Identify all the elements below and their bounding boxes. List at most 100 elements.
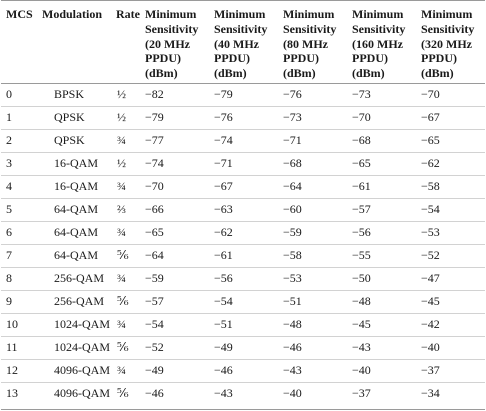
cell-sensitivity-80: −46 <box>279 336 348 360</box>
cell-sensitivity-160: −48 <box>348 290 417 314</box>
sensitivity-table: MCS Modulation Rate Minimum Sensitivity … <box>1 1 485 405</box>
cell-sensitivity-160: −57 <box>348 198 417 222</box>
cell-rate: ¾ <box>112 313 141 337</box>
cell-sensitivity-20: −64 <box>141 244 210 268</box>
header-line: (80 MHz <box>283 36 328 51</box>
cell-rate: ¾ <box>112 129 141 153</box>
cell-sensitivity-160: −50 <box>348 267 417 291</box>
cell-sensitivity-320: −47 <box>417 267 485 291</box>
cell-rate: ¾ <box>112 359 141 383</box>
cell-mcs: 6 <box>1 221 38 245</box>
cell-rate: ⅚ <box>117 386 129 401</box>
table-header: MCS Modulation Rate Minimum Sensitivity … <box>1 1 485 84</box>
cell-sensitivity-20: −52 <box>141 336 210 360</box>
cell-sensitivity-20: −49 <box>141 359 210 383</box>
header-line: (160 MHz <box>352 36 403 51</box>
cell-sensitivity-40: −79 <box>210 83 279 107</box>
cell-sensitivity-320: −65 <box>417 129 485 153</box>
header-mcs: MCS <box>1 1 38 84</box>
cell-sensitivity-20: −65 <box>141 221 210 245</box>
header-line: (40 MHz <box>214 36 259 51</box>
table-row: 13 4096-QAM ⅚ −46 −43 −40 −37 −34 <box>1 382 485 405</box>
cell-sensitivity-20: −79 <box>141 106 210 130</box>
cell-sensitivity-20: −77 <box>141 129 210 153</box>
cell-sensitivity-160: −55 <box>348 244 417 268</box>
cell-sensitivity-160: −43 <box>348 336 417 360</box>
cell-sensitivity-20: −82 <box>141 83 210 107</box>
cell-sensitivity-320: −45 <box>417 290 485 314</box>
cell-rate: ½ <box>112 152 141 176</box>
cell-mcs: 1 <box>1 106 38 130</box>
cell-sensitivity-20: −57 <box>141 290 210 314</box>
header-line: (dBm) <box>283 66 316 81</box>
cell-sensitivity-160: −56 <box>348 221 417 245</box>
cell-sensitivity-320: −34 <box>421 386 440 401</box>
header-line: PPDU) <box>352 51 388 66</box>
header-line: PPDU) <box>421 51 457 66</box>
header-line: (20 MHz <box>145 36 190 51</box>
header-line: Sensitivity <box>283 21 337 36</box>
cell-sensitivity-160: −61 <box>348 175 417 199</box>
cell-sensitivity-320: −54 <box>417 198 485 222</box>
header-line: Sensitivity <box>214 21 268 36</box>
table-row: 7 64-QAM ⅚ −64 −61 −58 −55 −52 <box>1 244 485 268</box>
header-line: Minimum <box>145 7 197 21</box>
cell-sensitivity-320: −67 <box>417 106 485 130</box>
cell-modulation: BPSK <box>38 83 112 107</box>
cell-mcs: 0 <box>1 83 38 107</box>
header-sensitivity-320: Minimum Sensitivity (320 MHz PPDU) (dBm) <box>417 1 485 84</box>
cell-sensitivity-320: −62 <box>417 152 485 176</box>
table-row: 9 256-QAM ⅚ −57 −54 −51 −48 −45 <box>1 290 485 314</box>
cell-rate: ¾ <box>112 221 141 245</box>
cell-sensitivity-40: −51 <box>210 313 279 337</box>
cell-mcs: 3 <box>1 152 38 176</box>
cell-sensitivity-40: −62 <box>210 221 279 245</box>
cell-mcs: 5 <box>1 198 38 222</box>
cell-sensitivity-40: −61 <box>210 244 279 268</box>
cell-sensitivity-320: −37 <box>417 359 485 383</box>
cell-sensitivity-40: −54 <box>210 290 279 314</box>
cell-sensitivity-320: −58 <box>417 175 485 199</box>
cell-modulation: 1024-QAM <box>38 336 112 360</box>
cell-sensitivity-320: −53 <box>417 221 485 245</box>
cell-rate: ½ <box>112 83 141 107</box>
header-row: MCS Modulation Rate Minimum Sensitivity … <box>1 1 485 84</box>
header-line: Sensitivity <box>352 21 406 36</box>
table-row: 6 64-QAM ¾ −65 −62 −59 −56 −53 <box>1 221 485 245</box>
cell-sensitivity-20: −66 <box>141 198 210 222</box>
cell-modulation: 64-QAM <box>38 244 112 268</box>
cell-sensitivity-80: −73 <box>279 106 348 130</box>
cell-sensitivity-20: −54 <box>141 313 210 337</box>
cell-modulation: 1024-QAM <box>38 313 112 337</box>
cell-modulation: QPSK <box>38 129 112 153</box>
cell-sensitivity-40: −49 <box>210 336 279 360</box>
cell-sensitivity-40: −76 <box>210 106 279 130</box>
table-row: 4 16-QAM ¾ −70 −67 −64 −61 −58 <box>1 175 485 199</box>
cell-sensitivity-80: −59 <box>279 221 348 245</box>
cell-sensitivity-40: −63 <box>210 198 279 222</box>
header-line: (dBm) <box>352 66 385 81</box>
cell-mcs: 12 <box>1 359 38 383</box>
cell-modulation: 4096-QAM <box>54 386 110 401</box>
header-line: PPDU) <box>214 51 250 66</box>
cell-sensitivity-80: −51 <box>279 290 348 314</box>
header-sensitivity-80: Minimum Sensitivity (80 MHz PPDU) (dBm) <box>279 1 348 84</box>
header-line: (320 MHz <box>421 36 472 51</box>
cell-mcs: 7 <box>1 244 38 268</box>
cell-sensitivity-40: −56 <box>210 267 279 291</box>
cell-sensitivity-20: −46 <box>145 386 164 401</box>
cell-sensitivity-160: −68 <box>348 129 417 153</box>
cell-sensitivity-160: −73 <box>348 83 417 107</box>
cell-sensitivity-80: −60 <box>279 198 348 222</box>
cell-rate: ⅚ <box>112 290 141 314</box>
header-line: Sensitivity <box>145 21 199 36</box>
cell-modulation: 64-QAM <box>38 221 112 245</box>
header-line: Sensitivity <box>421 21 475 36</box>
table-row: 3 16-QAM ½ −74 −71 −68 −65 −62 <box>1 152 485 176</box>
cell-sensitivity-80: −64 <box>279 175 348 199</box>
header-line: (dBm) <box>421 66 454 81</box>
cell-sensitivity-80: −53 <box>279 267 348 291</box>
cell-modulation: 16-QAM <box>38 152 112 176</box>
table-body: 0 BPSK ½ −82 −79 −76 −73 −70 1 QPSK ½ −79 −76 −73 −70−… <box>1 83 485 405</box>
